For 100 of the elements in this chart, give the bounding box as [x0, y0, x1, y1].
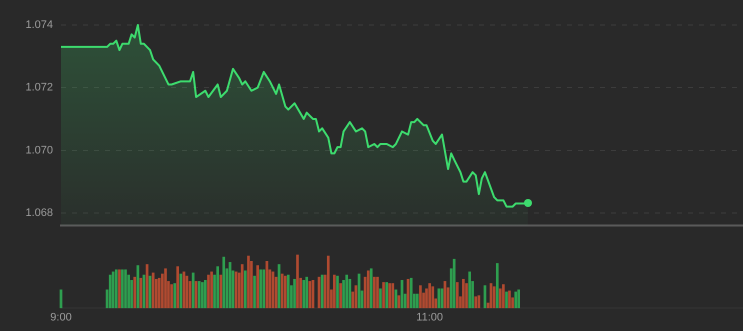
bar [438, 288, 440, 308]
bar [247, 256, 250, 308]
bar [382, 282, 385, 308]
bar [259, 269, 262, 308]
bar [201, 282, 204, 308]
bar [284, 276, 287, 308]
bar [139, 278, 142, 308]
bar [373, 276, 376, 308]
bar [228, 262, 232, 308]
bar [158, 278, 161, 308]
bar [216, 266, 220, 308]
bar [142, 274, 146, 308]
bar [391, 283, 394, 308]
bar [388, 283, 391, 308]
bar [278, 264, 280, 308]
bar [118, 269, 121, 308]
bar [468, 272, 471, 308]
bar [152, 272, 154, 308]
bar [164, 268, 167, 308]
bar [148, 276, 152, 308]
bar [293, 278, 296, 308]
bar [136, 265, 140, 308]
bar [345, 274, 348, 308]
bar [348, 278, 352, 308]
bar [60, 290, 62, 308]
bar [312, 280, 314, 308]
bar [272, 272, 274, 308]
bar [508, 290, 511, 308]
bar [358, 274, 360, 308]
bar [366, 270, 370, 308]
bar [114, 269, 118, 308]
y-tick-label: 1.068 [25, 206, 53, 219]
y-tick-label: 1.070 [25, 144, 53, 156]
x-tick-label: 11:00 [416, 311, 444, 324]
bar [406, 278, 410, 308]
bar [514, 292, 518, 308]
bar [444, 281, 446, 308]
bar [194, 281, 198, 308]
bar [502, 284, 505, 308]
bar [182, 272, 186, 308]
bar [146, 264, 148, 308]
bar [176, 266, 180, 308]
bar [416, 294, 419, 308]
bar [198, 281, 201, 308]
bar [266, 261, 268, 308]
bar [333, 274, 336, 308]
bar [179, 274, 182, 308]
bar [492, 286, 496, 308]
bar [296, 254, 299, 308]
bar [302, 280, 306, 308]
bar [326, 256, 330, 308]
bar [376, 276, 379, 308]
bar [452, 258, 456, 308]
bar [318, 276, 320, 308]
bar [124, 269, 127, 308]
y-tick-label: 1.074 [25, 19, 53, 32]
bar [517, 290, 520, 308]
bar [308, 281, 312, 308]
y-tick-label: 1.072 [25, 82, 53, 94]
bar [370, 268, 373, 308]
bar [462, 278, 465, 308]
bar [210, 272, 213, 308]
bar [385, 282, 388, 308]
bar [498, 288, 502, 308]
bar [192, 272, 194, 308]
bar [339, 283, 342, 308]
bar [456, 282, 459, 308]
bar [465, 283, 468, 308]
bar [484, 285, 486, 308]
bar [490, 283, 492, 308]
bar [280, 274, 284, 308]
bar [320, 274, 324, 308]
bar [256, 265, 260, 308]
bar [186, 276, 188, 308]
bar [431, 286, 434, 308]
bar [207, 274, 210, 308]
bar [234, 272, 238, 308]
bar [253, 276, 256, 308]
bar [240, 264, 244, 308]
bar [496, 263, 499, 308]
bar [410, 278, 413, 308]
bar [379, 288, 382, 308]
bar [400, 280, 404, 308]
bar [354, 285, 358, 308]
bar [440, 288, 444, 308]
bar [219, 274, 222, 308]
bar [204, 280, 207, 308]
bar [305, 276, 308, 308]
bar [222, 256, 226, 308]
bar [112, 272, 114, 308]
bar [478, 295, 480, 308]
bar [244, 270, 247, 308]
bar [336, 276, 339, 308]
bar [505, 292, 508, 308]
bar [108, 274, 112, 308]
bar [286, 274, 290, 308]
x-tick-label: 9:00 [50, 311, 72, 324]
bar [133, 276, 136, 308]
bar [121, 269, 124, 308]
bar [419, 285, 422, 308]
